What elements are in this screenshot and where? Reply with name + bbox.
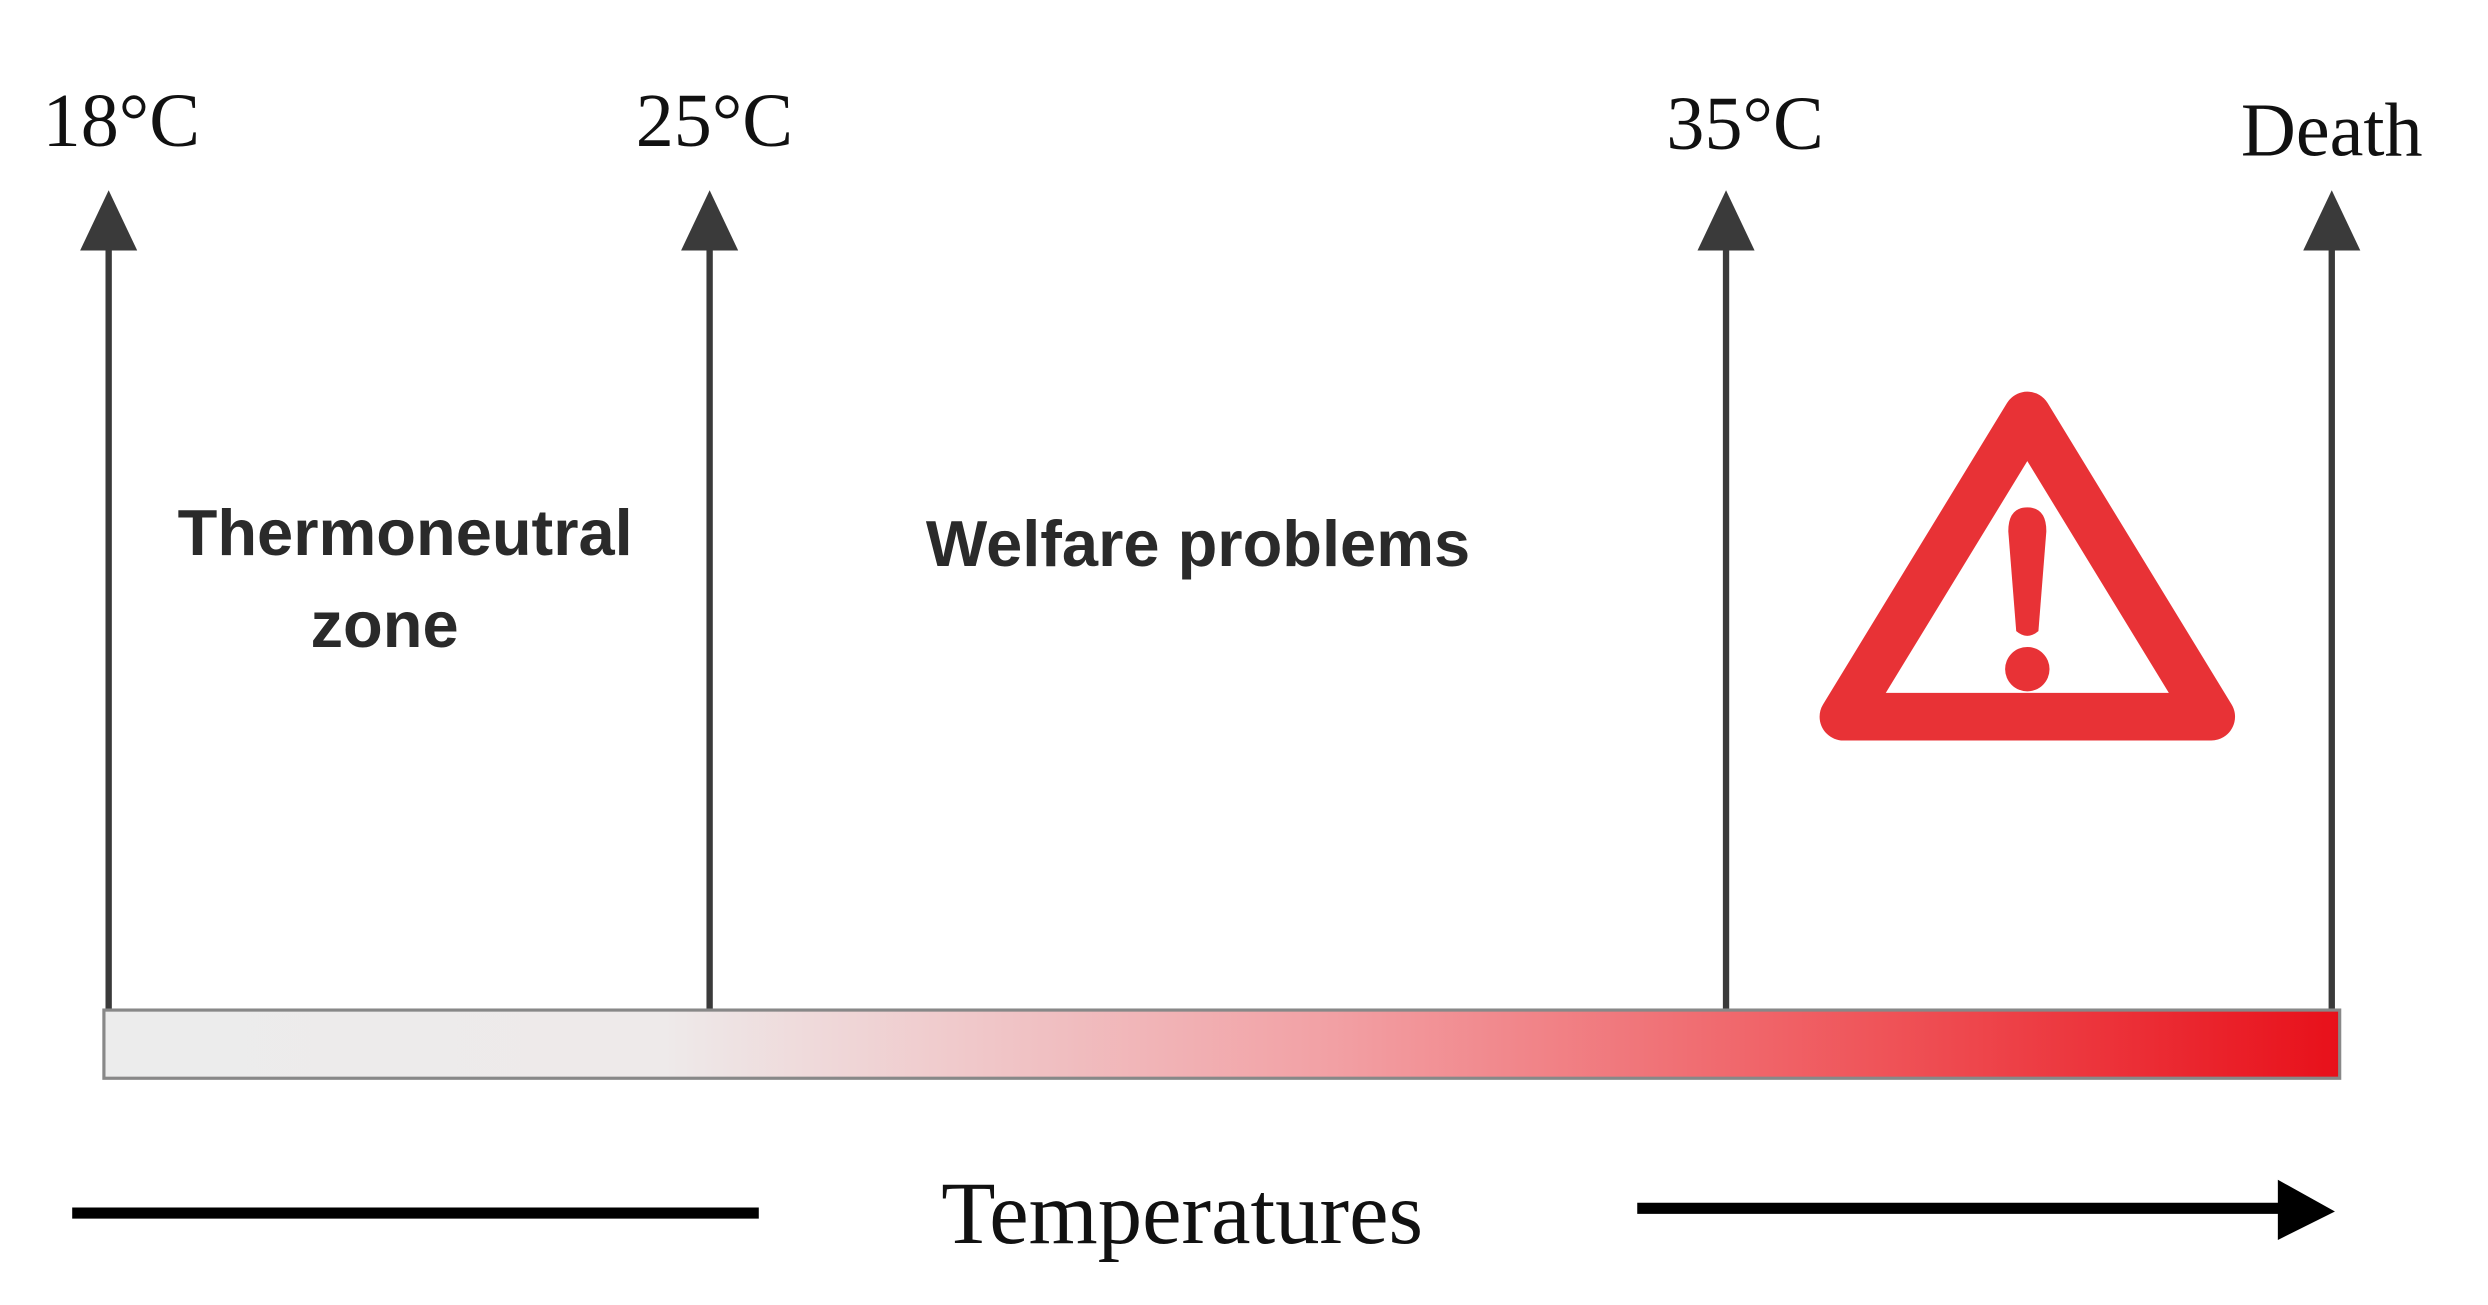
axis-label: Temperatures (941, 1165, 1423, 1263)
marker-arrows (80, 190, 2361, 1009)
arrow-head (681, 190, 739, 251)
arrow-head (80, 190, 138, 251)
marker-label: Death (2241, 88, 2423, 172)
zone-label: zone (311, 588, 459, 661)
warning-dot (2005, 646, 2050, 692)
marker-label: 25°C (636, 79, 793, 163)
marker-label: 35°C (1666, 82, 1823, 166)
axis-arrow-head (2277, 1179, 2335, 1240)
warning-bang (2008, 507, 2047, 636)
zone-label: Thermoneutral (178, 496, 633, 569)
warning-triangle (1819, 391, 2236, 741)
arrow-head (2303, 190, 2361, 251)
temperature-bar (102, 1008, 2342, 1080)
warning-icon (1819, 391, 2236, 741)
zone-label: Welfare problems (926, 507, 1470, 580)
marker-label: 18°C (43, 79, 200, 163)
arrow-head (1697, 190, 1755, 251)
